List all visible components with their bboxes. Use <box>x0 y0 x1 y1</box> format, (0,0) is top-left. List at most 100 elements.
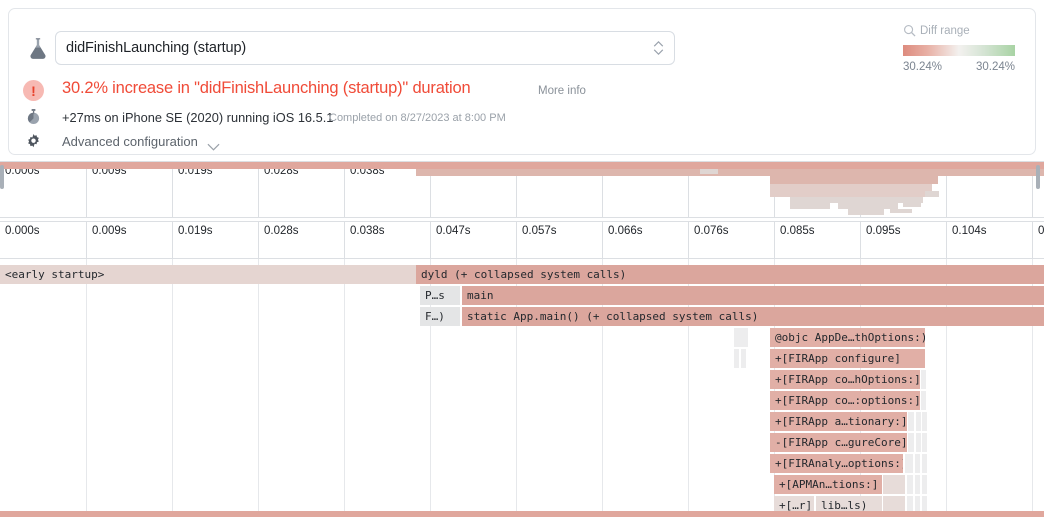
flame-frame-narrow[interactable] <box>907 496 913 515</box>
flame-frame[interactable]: +[…r] <box>774 496 814 515</box>
tick-label: 0.047s <box>436 225 471 237</box>
gridline <box>344 259 345 517</box>
diff-range-title: Diff range <box>920 25 970 37</box>
flame-frame[interactable]: P…s <box>420 286 460 305</box>
minimap-bar <box>770 184 932 191</box>
tick-1: 0.009s <box>86 222 172 258</box>
more-info-link[interactable]: More info <box>538 85 586 97</box>
flame-frame-narrow[interactable] <box>922 412 927 431</box>
flame-frame-narrow[interactable] <box>883 496 905 515</box>
gridline <box>172 259 173 517</box>
minimap-bar <box>770 176 938 184</box>
minimap-bar <box>790 197 923 203</box>
flame-frame-narrow[interactable] <box>915 454 920 473</box>
flame-frame-narrow[interactable] <box>741 349 746 368</box>
stopwatch-icon <box>26 109 41 125</box>
flame-frame-narrow[interactable] <box>916 433 921 452</box>
tick-label: 0 <box>1038 225 1044 237</box>
flame-frame[interactable]: +[FIRApp co…hOptions:] <box>770 370 920 389</box>
minimap-bar <box>790 203 830 209</box>
flame-frame-narrow[interactable] <box>905 454 913 473</box>
gridline <box>86 259 87 517</box>
timeline-minimap[interactable] <box>0 169 1044 218</box>
minimap-bar <box>770 191 925 197</box>
tick-7: 0.066s <box>602 222 688 258</box>
tick-5: 0.047s <box>430 222 516 258</box>
gridline <box>258 259 259 517</box>
tick-label: 0.038s <box>350 225 385 237</box>
flame-frame[interactable]: static App.main() (+ collapsed system ca… <box>462 307 1044 326</box>
flame-bottom-band <box>0 511 1044 517</box>
tick-label: 0.076s <box>694 225 729 237</box>
trace-select[interactable]: didFinishLaunching (startup) <box>55 31 675 65</box>
flame-frame[interactable]: lib…ls) <box>816 496 882 515</box>
flame-frame-narrow[interactable] <box>908 412 914 431</box>
tick-label: 0.009s <box>92 225 127 237</box>
flame-frame-narrow[interactable] <box>922 454 927 473</box>
flame-frame[interactable]: +[FIRApp configure] <box>770 349 925 368</box>
flame-frame-narrow[interactable] <box>883 475 905 494</box>
flame-frame[interactable]: +[FIRAnaly…options:] <box>770 454 903 473</box>
minimap-left-handle[interactable] <box>0 165 4 189</box>
flame-frame[interactable]: +[FIRApp a…tionary:] <box>770 412 907 431</box>
advanced-configuration-label: Advanced configuration <box>62 134 198 149</box>
flame-frame-narrow[interactable] <box>734 349 739 368</box>
flame-frame-narrow[interactable] <box>908 433 914 452</box>
flame-frame-narrow[interactable] <box>916 412 921 431</box>
diff-range-gradient <box>903 45 1015 56</box>
flame-frame[interactable]: @objc AppDe…thOptions:) <box>770 328 925 347</box>
minimap-bar <box>848 209 884 215</box>
tick-label: 0.095s <box>866 225 901 237</box>
tick-6: 0.057s <box>516 222 602 258</box>
timeline-overview-ruler[interactable]: 0.000s0.009s0.019s0.028s0.038s0.047s0.05… <box>0 161 1044 218</box>
minimap-bar <box>903 197 921 207</box>
minimap-bar <box>925 191 939 197</box>
tick-label: 0.019s <box>178 225 213 237</box>
tick-label: 0.057s <box>522 225 557 237</box>
gridline <box>516 259 517 517</box>
tick-label: 0.085s <box>780 225 815 237</box>
tick-0: 0.000s <box>0 222 86 258</box>
tick-2: 0.019s <box>172 222 258 258</box>
flame-frame[interactable]: +[FIRApp co…:options:] <box>770 391 920 410</box>
flame-frame-narrow[interactable] <box>921 370 926 389</box>
tick-11: 0.104s <box>946 222 1032 258</box>
device-summary: +27ms on iPhone SE (2020) running iOS 16… <box>62 110 334 125</box>
flame-frame[interactable]: <early startup> <box>0 265 416 284</box>
minimap-right-handle[interactable] <box>1036 165 1040 189</box>
tick-12: 0 <box>1032 222 1044 258</box>
gridline <box>1032 259 1033 517</box>
tick-label: 0.000s <box>5 225 40 237</box>
flame-frame[interactable]: F…) <box>420 307 460 326</box>
magnifier-icon <box>903 24 916 37</box>
flame-frame[interactable]: +[APMAn…tions:] <box>774 475 882 494</box>
timeline-detail-ruler[interactable]: 0.000s 0.009s 0.019s 0.028s 0.038s 0.047s 0.05… <box>0 221 1044 259</box>
flame-frame[interactable]: -[FIRApp c…gureCore] <box>770 433 907 452</box>
minimap-bar <box>416 169 1044 176</box>
tick-8: 0.076s <box>688 222 774 258</box>
flame-frame[interactable]: dyld (+ collapsed system calls) <box>416 265 1044 284</box>
flame-frame-narrow[interactable] <box>921 391 926 410</box>
diff-range-right-value: 30.24% <box>975 61 1015 73</box>
regression-headline: 30.2% increase in "didFinishLaunching (s… <box>62 79 471 97</box>
flame-frame-narrow[interactable] <box>915 475 920 494</box>
tick-10: 0.095s <box>860 222 946 258</box>
flame-frame-narrow[interactable] <box>915 496 920 515</box>
chevron-up-down-icon[interactable] <box>653 41 664 55</box>
flame-frame-narrow[interactable] <box>922 496 927 515</box>
gear-icon <box>25 133 42 150</box>
tick-4: 0.038s <box>344 222 430 258</box>
flame-frame[interactable]: main <box>462 286 1044 305</box>
chevron-down-icon[interactable] <box>207 138 220 156</box>
completed-timestamp: Completed on 8/27/2023 at 8:00 PM <box>329 112 506 124</box>
flame-frame-narrow[interactable] <box>734 328 748 347</box>
flame-frame-narrow[interactable] <box>922 475 927 494</box>
gridline <box>430 259 431 517</box>
flame-frame-narrow[interactable] <box>922 433 927 452</box>
tick-9: 0.085s <box>774 222 860 258</box>
flame-frame-narrow[interactable] <box>907 475 913 494</box>
gridline <box>946 259 947 517</box>
overview-root-band <box>0 162 1044 169</box>
flame-graph[interactable]: <early startup> dyld (+ collapsed system … <box>0 259 1044 517</box>
tick-label: 0.066s <box>608 225 643 237</box>
